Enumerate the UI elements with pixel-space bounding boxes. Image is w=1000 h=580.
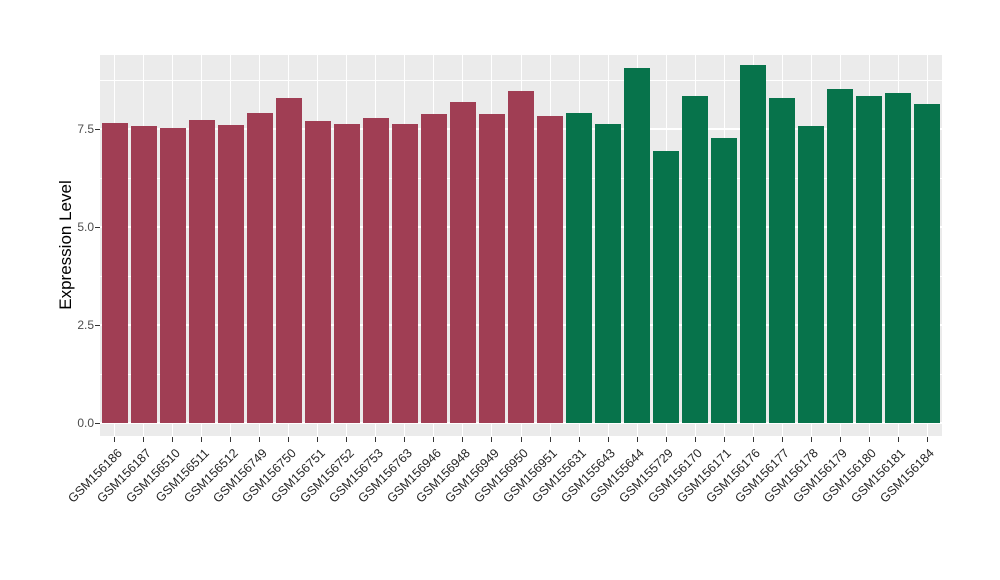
- bar-GSM156763: [391, 123, 418, 423]
- bar-GSM156951: [537, 116, 564, 423]
- bar-GSM156753: [362, 117, 389, 423]
- x-tick-mark: [375, 437, 377, 442]
- bar-GSM156512: [217, 125, 244, 423]
- x-tick-mark: [636, 437, 638, 442]
- y-tick-label: 5.0: [77, 220, 94, 234]
- bar-GSM156170: [682, 96, 709, 423]
- y-tick-label: 2.5: [77, 318, 94, 332]
- x-tick-mark: [607, 437, 609, 442]
- y-tick-mark: [95, 324, 100, 326]
- x-tick-mark: [288, 437, 290, 442]
- bar-GSM156750: [275, 97, 302, 423]
- x-tick-mark: [926, 437, 928, 442]
- bar-GSM156511: [188, 119, 215, 423]
- y-tick-mark: [95, 422, 100, 424]
- x-tick-mark: [868, 437, 870, 442]
- bar-GSM156177: [769, 98, 796, 423]
- bar-GSM155729: [653, 150, 680, 423]
- x-tick-mark: [897, 437, 899, 442]
- bar-GSM155644: [624, 68, 651, 423]
- bar-GSM156180: [856, 95, 883, 423]
- bar-GSM156751: [304, 121, 331, 423]
- x-tick-mark: [723, 437, 725, 442]
- bar-GSM156950: [508, 90, 534, 423]
- x-tick-mark: [549, 437, 551, 442]
- x-tick-mark: [462, 437, 464, 442]
- x-tick-mark: [781, 437, 783, 442]
- y-axis-title: Expression Level: [56, 180, 75, 310]
- y-tick-mark: [95, 226, 100, 228]
- x-tick-mark: [665, 437, 667, 442]
- bar-GSM156178: [798, 125, 825, 423]
- x-tick-mark: [694, 437, 696, 442]
- x-tick-mark: [172, 437, 174, 442]
- y-tick-mark: [95, 128, 100, 130]
- x-tick-mark: [230, 437, 232, 442]
- y-tick-label: 7.5: [77, 122, 94, 136]
- x-tick-mark: [433, 437, 435, 442]
- x-tick-mark: [404, 437, 406, 442]
- bar-GSM155643: [595, 123, 622, 423]
- bar-GSM156184: [914, 103, 941, 423]
- x-tick-mark: [578, 437, 580, 442]
- x-tick-mark: [810, 437, 812, 442]
- x-tick-mark: [317, 437, 319, 442]
- x-tick-mark: [839, 437, 841, 442]
- bar-GSM156181: [885, 93, 912, 423]
- x-tick-mark: [201, 437, 203, 442]
- x-tick-mark: [491, 437, 493, 442]
- x-tick-mark: [143, 437, 145, 442]
- bar-GSM156179: [827, 89, 854, 423]
- bar-GSM156948: [449, 101, 476, 423]
- x-tick-mark: [259, 437, 261, 442]
- bar-GSM156749: [246, 112, 273, 423]
- bar-GSM156946: [420, 114, 447, 423]
- bar-GSM156186: [101, 123, 128, 423]
- bar-GSM156187: [130, 125, 157, 423]
- y-tick-label: 0.0: [77, 416, 94, 430]
- x-tick-mark: [752, 437, 754, 442]
- bar-GSM156176: [740, 65, 767, 423]
- x-tick-mark: [520, 437, 522, 442]
- bar-GSM155631: [566, 112, 593, 423]
- bar-GSM156510: [159, 127, 186, 423]
- bar-GSM156949: [478, 114, 505, 423]
- plot-panel: [100, 55, 942, 436]
- x-tick-mark: [346, 437, 348, 442]
- bar-GSM156171: [711, 138, 738, 423]
- x-tick-mark: [114, 437, 116, 442]
- bar-GSM156752: [333, 123, 360, 423]
